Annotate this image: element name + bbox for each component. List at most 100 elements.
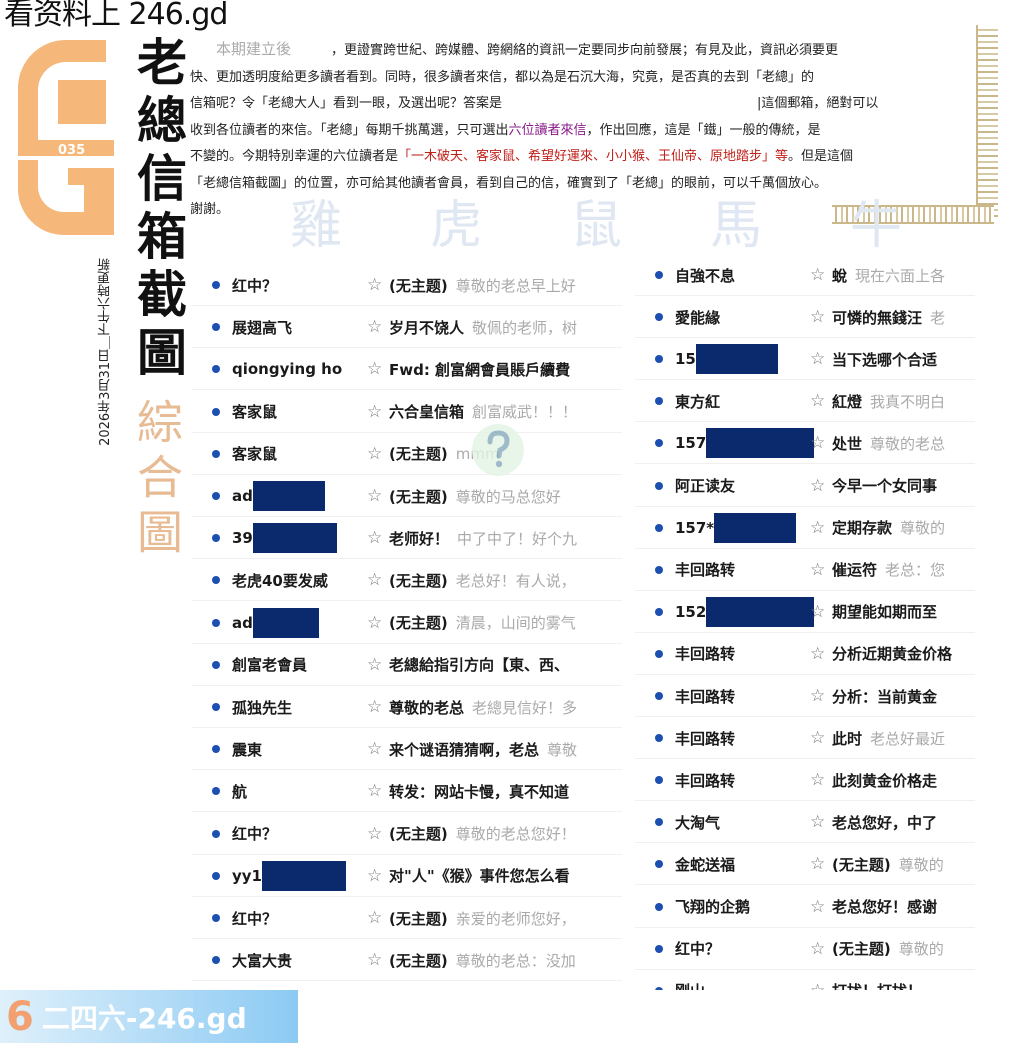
star-icon[interactable]: ☆ (810, 938, 826, 959)
star-icon[interactable]: ☆ (810, 517, 826, 538)
intro-paragraph: 本期建立後 ，更證實跨世紀、跨媒體、跨網絡的資訊一定要同步向前發展；有見及此，資訊… (190, 36, 970, 224)
star-icon[interactable]: ☆ (367, 275, 383, 295)
star-icon[interactable]: ☆ (367, 359, 383, 380)
star-icon[interactable]: ☆ (367, 317, 383, 338)
star-icon[interactable]: ☆ (367, 486, 383, 506)
mail-row[interactable]: 157 ☆ 处世 尊敬的老总 (635, 423, 975, 465)
highlight-six-letters: 六位讀者來信 (508, 122, 587, 138)
star-icon[interactable]: ☆ (367, 528, 383, 549)
mail-row[interactable]: 大富大贵 ☆ (无主题) 尊敬的老总：没加 (192, 940, 622, 982)
mail-row[interactable]: 金蛇送福 ☆ (无主题) 尊敬的 (635, 844, 975, 886)
mail-row[interactable]: 红中？ ☆ (无主题) 尊敬的 (635, 929, 975, 970)
greek-key-border-vertical (976, 25, 998, 220)
star-icon[interactable]: ☆ (810, 349, 826, 370)
mail-sender: 丰回路转 (675, 770, 735, 791)
star-icon[interactable]: ☆ (810, 981, 825, 990)
mail-row[interactable]: 152 ☆ 期望能如期而至 (635, 592, 975, 633)
star-icon[interactable]: ☆ (367, 950, 383, 971)
mail-row[interactable]: yy1 ☆ 对"人"《猴》事件您怎么看 (192, 856, 622, 897)
star-icon[interactable]: ☆ (367, 865, 383, 886)
mail-row[interactable]: ad ☆ (无主题) 尊敬的马总您好 (192, 476, 622, 517)
mail-row[interactable]: 大淘气 ☆ 老总您好，中了 (635, 802, 975, 844)
subject-text: 六合皇信箱 (389, 403, 465, 422)
star-icon[interactable]: ☆ (367, 654, 383, 675)
site-watermark: 看资料上 246.gd (4, 0, 228, 32)
star-icon[interactable]: ☆ (367, 570, 383, 591)
mail-row[interactable]: ad ☆ (无主题) 清晨，山间的雾气 (192, 603, 622, 644)
star-icon[interactable]: ☆ (810, 812, 826, 833)
star-icon[interactable]: ☆ (367, 781, 383, 802)
mail-subject: 紅燈 我真不明白 (832, 391, 945, 412)
star-icon[interactable]: ☆ (810, 391, 826, 412)
star-icon[interactable]: ☆ (810, 265, 826, 285)
mail-row[interactable]: 39 ☆ 老师好！ 中了中了！好个九 (192, 518, 622, 560)
star-icon[interactable]: ☆ (367, 612, 383, 633)
star-icon[interactable]: ☆ (810, 559, 826, 580)
mail-row[interactable]: 愛能緣 ☆ 可憐的無錢汪老 (635, 297, 975, 339)
star-icon[interactable]: ☆ (810, 686, 826, 706)
highlight-reader-names: 「一木破天、客家鼠、希望好運來、小小猴、王仙帝、原地踏步」等 (398, 149, 789, 164)
mail-subject: (无主题) 尊敬的马总您好 (389, 486, 561, 507)
star-icon[interactable]: ☆ (810, 601, 826, 622)
mail-row[interactable]: 丰回路转 ☆ 分析：当前黄金 (635, 676, 975, 717)
mail-subject: 尊敬的老总 老總見信好！多 (389, 697, 577, 718)
star-icon[interactable]: ☆ (367, 401, 383, 422)
mail-row[interactable]: 丰回路转 ☆ 分析近期黄金价格 (635, 634, 975, 675)
sender-name: 飞翔的企鹅 (675, 898, 751, 916)
mail-row[interactable]: 丰回路转 ☆ 此时 老总好最近 (635, 718, 975, 760)
star-icon[interactable]: ☆ (810, 643, 826, 664)
mail-row[interactable]: 震東 ☆ 来个谜语猜猜啊，老总 尊敬 (192, 729, 622, 771)
unread-dot-icon (212, 576, 220, 585)
mail-sender: 自強不息 (675, 265, 735, 286)
star-icon[interactable]: ☆ (810, 728, 826, 749)
mail-subject: (无主题) 尊敬的 (832, 938, 944, 959)
sender-name: 創富老會員 (232, 656, 308, 675)
star-icon[interactable]: ☆ (810, 307, 826, 328)
intro-line: 。但是這個 (788, 149, 854, 164)
mail-row[interactable]: 15 ☆ 当下选哪个合适 (635, 339, 975, 381)
star-icon[interactable]: ☆ (810, 770, 826, 791)
subject-text: (无主题) (389, 614, 448, 633)
sender-name: 39 (232, 529, 253, 548)
mail-row[interactable]: 红中？ ☆ (无主题) 亲爱的老师您好， (192, 898, 622, 939)
unread-dot-icon (212, 492, 220, 500)
subject-text: 此时 (832, 729, 863, 748)
mail-row[interactable]: 丰回路转 ☆ 此刻黄金价格走 (635, 760, 975, 802)
star-icon[interactable]: ☆ (810, 475, 826, 496)
mail-row[interactable]: 157* ☆ 定期存款 尊敬的 (635, 508, 975, 549)
mail-row[interactable]: 红中？ ☆ (无主题) 尊敬的老总您好！ (192, 814, 622, 855)
star-icon[interactable]: ☆ (367, 823, 383, 844)
star-icon[interactable]: ☆ (367, 739, 383, 760)
mail-row[interactable]: 刚山 ☆ 打扰！打扰！ (635, 971, 975, 990)
mail-row[interactable]: 老虎40要发威 ☆ (无主题) 老总好！有人说， (192, 560, 622, 602)
mail-row[interactable]: 客家鼠☆(无主题)mmm (192, 434, 622, 475)
mail-subject: (无主题) 老总好！有人说， (389, 570, 576, 591)
subject-text: 对"人"《猴》事件您怎么看 (389, 867, 570, 886)
star-icon[interactable]: ☆ (810, 854, 826, 875)
mail-row[interactable]: 客家鼠 ☆ 六合皇信箱 創富威武！！！ (192, 392, 622, 433)
mail-row[interactable]: 創富老會員 ☆ 老總給指引方向【東、西、 (192, 645, 622, 686)
mail-row[interactable]: 展翅高飞 ☆ 岁月不饶人 敬佩的老师，树 (192, 307, 622, 349)
mail-row[interactable]: 飞翔的企鹅 ☆ 老总您好！感谢 (635, 887, 975, 928)
mail-row[interactable]: 阿正读友 ☆ 今早一个女同事 (635, 466, 975, 507)
mail-row[interactable]: 孤独先生 ☆ 尊敬的老总 老總見信好！多 (192, 687, 622, 728)
star-icon[interactable]: ☆ (367, 443, 383, 464)
subject-text: 老總給指引方向【東、西、 (389, 656, 570, 675)
star-icon[interactable]: ☆ (810, 896, 826, 917)
mail-preview: 尊敬的 (898, 855, 944, 874)
sender-name: 红中？ (232, 276, 278, 295)
mail-row[interactable]: 東方紅 ☆ 紅燈 我真不明白 (635, 381, 975, 423)
mail-row[interactable]: 红中？ ☆ (无主题) 尊敬的老总早上好 (192, 265, 622, 306)
star-icon[interactable]: ☆ (810, 433, 826, 454)
mail-row[interactable]: 自強不息 ☆ 蛻現在六面上各 (635, 255, 975, 296)
mail-subject: (无主题) 尊敬的老总您好！ (389, 823, 576, 844)
mail-subject: 打扰！打扰！ (832, 980, 922, 990)
mail-row[interactable]: 航 ☆ 转发：网站卡慢，真不知道 (192, 771, 622, 813)
mail-subject: 定期存款 尊敬的 (832, 517, 945, 538)
mail-subject: (无主题) 尊敬的老总早上好 (389, 275, 576, 296)
star-icon[interactable]: ☆ (367, 908, 383, 928)
star-icon[interactable]: ☆ (367, 697, 383, 717)
mail-row[interactable]: 丰回路转 ☆ 催运符 老总：您 (635, 550, 975, 591)
mail-row[interactable]: qiongying ho ☆ Fwd: 創富網會員賬戶續費 (192, 349, 622, 391)
mail-subject: 老总您好，中了 (832, 812, 937, 833)
